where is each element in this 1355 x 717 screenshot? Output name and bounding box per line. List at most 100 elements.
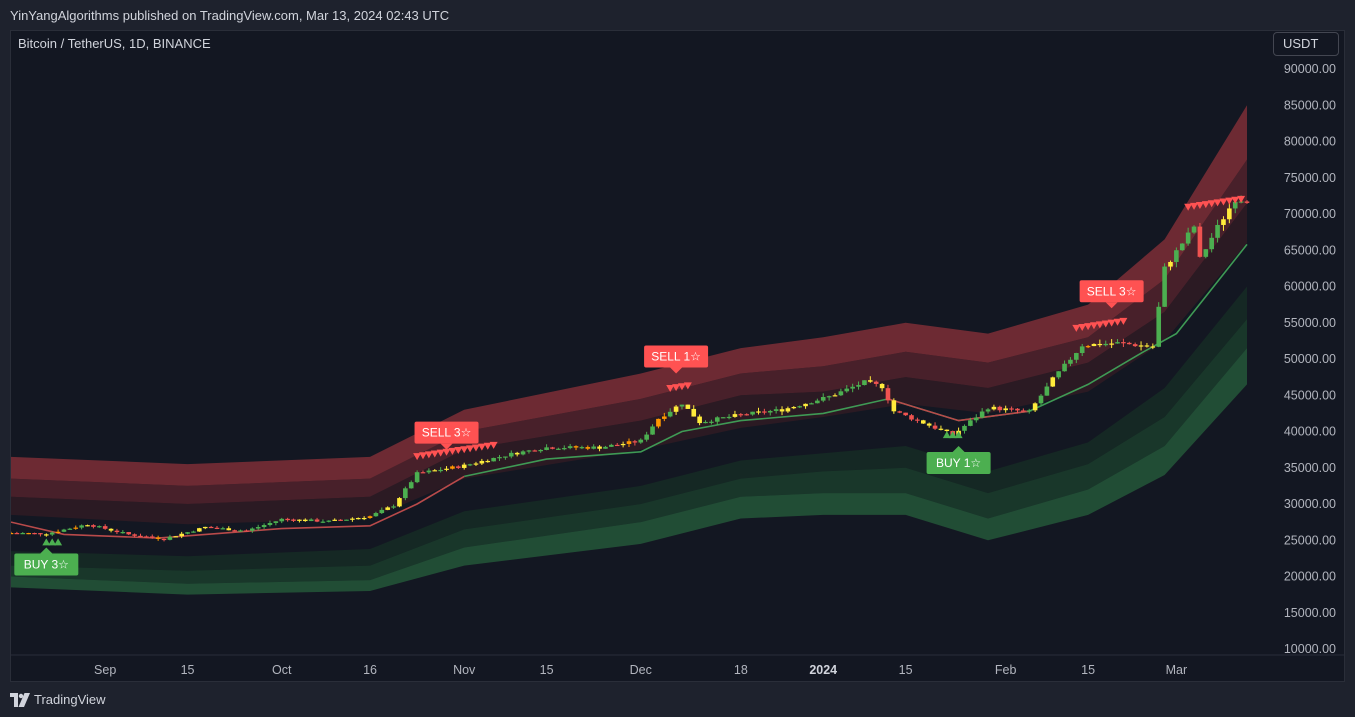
x-tick-label: 2024 [809, 663, 837, 677]
candle-body [1050, 377, 1056, 387]
candle-body [485, 460, 491, 463]
candle-body [1179, 243, 1185, 251]
candle-body [703, 421, 708, 424]
sell-marker [1190, 202, 1199, 210]
candle-body [273, 521, 279, 523]
buy-marker [48, 538, 57, 546]
candle-body [1021, 410, 1026, 412]
candle-body [685, 404, 691, 409]
candle-body [656, 418, 661, 427]
chart-frame[interactable]: BUY 3☆ SELL 3☆ SELL 1☆ BUY 1☆ SELL 3☆ 90000.0… [10, 30, 1345, 682]
candle-body [191, 531, 196, 533]
candle-body [632, 441, 638, 443]
x-tick-label: 15 [540, 663, 554, 677]
candle-body [297, 519, 302, 521]
candle-body [450, 466, 455, 469]
candle-body [14, 533, 20, 535]
candle-body [561, 448, 567, 450]
candle-body [1056, 371, 1061, 378]
currency-button[interactable]: USDT [1273, 32, 1339, 56]
candle-body [979, 411, 985, 418]
candle-body [1109, 343, 1114, 345]
signal-label-box [1079, 280, 1144, 303]
candle-body [1191, 226, 1197, 233]
candle-body [697, 416, 702, 424]
candle-body [438, 469, 443, 472]
sell-marker [677, 383, 686, 391]
candle-body [1244, 201, 1250, 203]
candle-body [197, 528, 202, 532]
candle-body [1097, 343, 1103, 346]
buy-marker [42, 538, 51, 546]
candle-body [726, 416, 732, 419]
candle-body [379, 509, 385, 514]
candle-body [261, 525, 267, 528]
y-tick-label: 50000.00 [1284, 352, 1336, 366]
candle-body [226, 528, 232, 531]
candle-body [567, 446, 573, 449]
candle-body [138, 535, 143, 538]
candle-body [332, 519, 338, 521]
candle-body [797, 406, 802, 408]
candle-body [779, 409, 785, 412]
candle-body [355, 518, 361, 520]
sell-signal-label: SELL 1☆ [644, 345, 709, 374]
candle-body [497, 457, 502, 459]
candle-body [408, 482, 414, 489]
signal-label-text: SELL 3☆ [422, 426, 472, 440]
buy-marker [54, 538, 63, 546]
candle-body [862, 380, 867, 386]
candle-body [644, 434, 649, 440]
candle-body [544, 447, 549, 450]
sell-marker [666, 385, 675, 392]
candle-body [432, 470, 438, 472]
candle-body [350, 518, 355, 520]
tradingview-brand: TradingView [34, 692, 106, 707]
sell-marker [430, 450, 439, 458]
sell-marker [672, 384, 681, 392]
y-tick-label: 55000.00 [1284, 316, 1336, 330]
candle-body [662, 416, 667, 419]
candle-body [809, 403, 814, 405]
candle-body [11, 533, 14, 535]
candle-body [756, 411, 761, 413]
candle-body [444, 468, 449, 470]
sell-marker [1107, 319, 1116, 327]
signal-label-box [644, 345, 709, 368]
candle-body [997, 406, 1003, 411]
tradingview-logo-icon [10, 693, 30, 707]
y-tick-label: 35000.00 [1284, 461, 1336, 475]
x-tick-label: Mar [1166, 663, 1188, 677]
candle-body [626, 441, 632, 444]
sell-marker [1195, 202, 1204, 210]
candle-body [73, 527, 79, 529]
candle-body [597, 446, 602, 449]
candle-body [1168, 261, 1173, 267]
candle-body [49, 532, 55, 535]
candle-body [473, 463, 479, 465]
sell-marker [483, 442, 492, 450]
candle-body [1185, 232, 1191, 244]
candle-body [1115, 342, 1120, 344]
y-tick-label: 60000.00 [1284, 280, 1336, 294]
candle-body [255, 527, 261, 529]
candle-body [38, 533, 43, 535]
sell-marker [1084, 323, 1093, 331]
candle-body [397, 498, 402, 507]
candle-body [909, 415, 914, 420]
candle-body [320, 521, 326, 523]
candle-body [314, 519, 320, 522]
candle-body [838, 391, 844, 396]
y-tick-label: 25000.00 [1284, 533, 1336, 547]
x-tick-label: Dec [630, 663, 652, 677]
candle-body [503, 456, 508, 458]
signal-label-pointer [1105, 302, 1118, 309]
candle-body [1079, 346, 1085, 354]
sell-signal-label: SELL 3☆ [414, 421, 479, 450]
price-chart[interactable]: BUY 3☆ SELL 3☆ SELL 1☆ BUY 1☆ SELL 3☆ 90000.0… [11, 31, 1345, 682]
candle-body [1197, 226, 1203, 257]
candle-body [773, 409, 779, 411]
candle-body [149, 536, 155, 538]
sell-marker [1078, 323, 1087, 331]
candle-body [385, 507, 390, 510]
